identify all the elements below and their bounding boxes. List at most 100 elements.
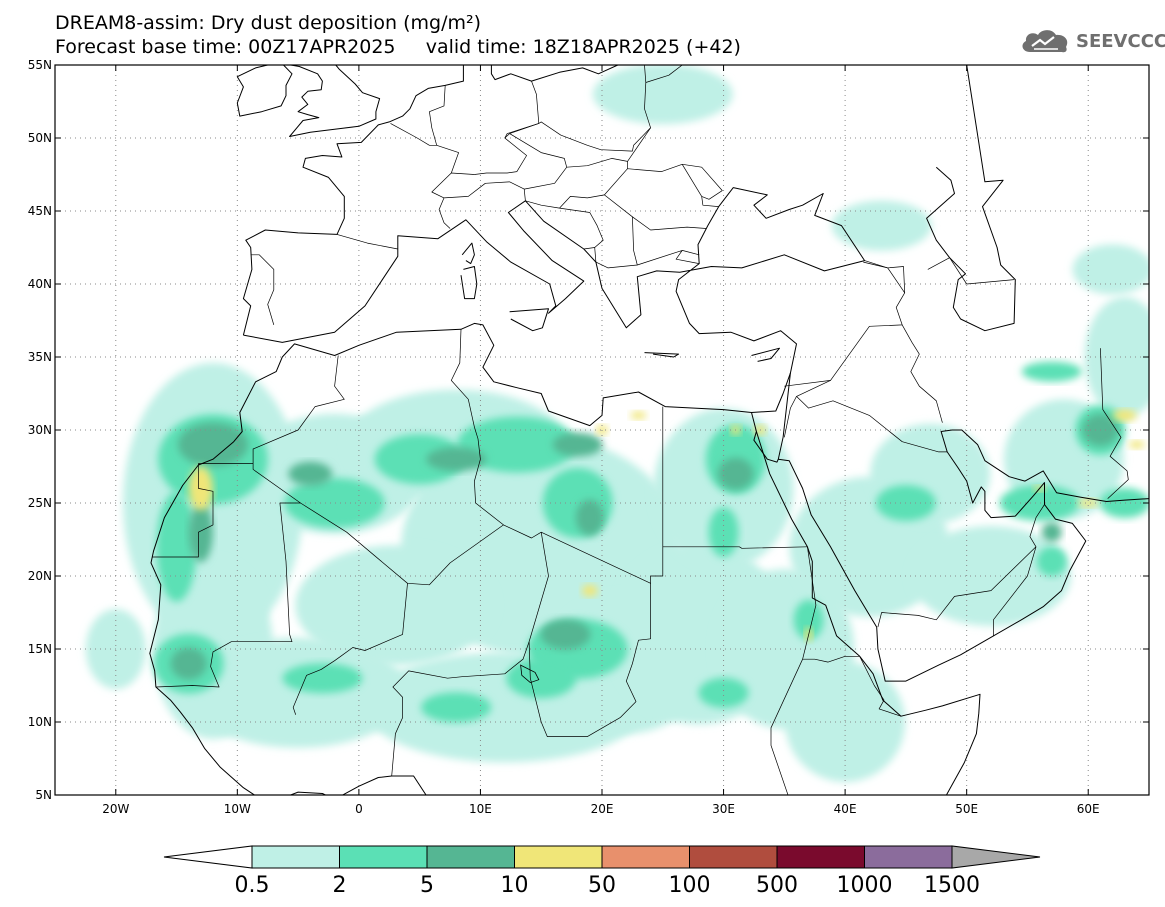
lon-tick-label: 20W: [102, 802, 129, 816]
colorbar-label: 10: [501, 873, 529, 898]
latitude-ticks: 55N 50N 45N 40N 35N 30N 25N 20N 15N 10N 5N: [28, 58, 1149, 802]
border-line: [503, 406, 664, 584]
lat-tick-label: 5N: [35, 788, 52, 802]
dust-blob-peak: [1078, 499, 1099, 507]
dust-blob-low: [1072, 244, 1149, 295]
dust-level-5: [170, 414, 1119, 680]
dust-blob-high: [552, 432, 603, 457]
dust-blob-mid: [793, 599, 824, 640]
logo-text: SEEVCCC: [1076, 30, 1165, 52]
colorbar-over-triangle: [951, 845, 1041, 869]
border-line: [250, 254, 275, 325]
dust-blob-mid: [284, 478, 385, 528]
dust-blob-low: [188, 637, 409, 748]
border-line: [770, 546, 817, 795]
lon-tick-label: 50E: [955, 802, 978, 816]
dust-blob-mid: [1099, 488, 1149, 518]
coastline: [236, 65, 293, 117]
lake-outline: [520, 664, 540, 684]
colorbar-label: 5: [420, 873, 434, 898]
border-line: [993, 546, 1037, 636]
border-line: [336, 234, 398, 250]
dust-blob-mid: [282, 663, 363, 694]
border-line: [300, 329, 504, 586]
border-line: [783, 380, 831, 438]
border-line: [682, 250, 700, 256]
dust-blob-peak: [630, 411, 647, 420]
dust-blob-high: [717, 457, 754, 490]
dust-blob-mid: [1021, 361, 1082, 382]
coastline: [755, 431, 981, 795]
lat-tick-label: 15N: [28, 642, 52, 656]
border-line: [523, 158, 628, 201]
lat-tick-label: 35N: [28, 350, 52, 364]
dust-blob-mid: [698, 677, 749, 708]
lon-tick-label: 30E: [712, 802, 735, 816]
lat-tick-label: 55N: [28, 58, 52, 72]
dust-blob-mid: [542, 468, 613, 538]
coastline: [242, 65, 464, 336]
border-line: [509, 65, 651, 168]
lat-tick-label: 10N: [28, 715, 52, 729]
dust-blob-low: [295, 545, 496, 666]
border-line: [864, 260, 905, 293]
coastline: [149, 187, 866, 795]
coastline: [751, 347, 780, 362]
colorbar-label: 100: [669, 873, 711, 898]
colorbar-label: 50: [588, 873, 616, 898]
dust-blob-mid: [506, 658, 577, 699]
colorbar-bin: [864, 845, 953, 869]
dust-blob-low: [592, 65, 733, 125]
dust-blob-mid: [421, 692, 492, 723]
border-line: [528, 641, 621, 737]
dust-blob-high: [1041, 522, 1062, 543]
colorbar-label: 0.5: [235, 873, 270, 898]
coastline: [644, 352, 680, 358]
seevccc-logo: SEEVCCC: [1018, 24, 1165, 58]
border-line: [595, 250, 700, 269]
dust-blob-high: [575, 499, 604, 536]
lat-tick-label: 25N: [28, 496, 52, 510]
colorbar-bin: [776, 845, 865, 869]
lat-tick-label: 30N: [28, 423, 52, 437]
border-line: [662, 546, 808, 549]
border-line: [429, 85, 446, 146]
dust-blob-high: [170, 647, 207, 680]
coastline: [460, 266, 478, 300]
dust-blob-peak: [188, 466, 213, 511]
dust-blob-high: [426, 447, 487, 472]
country-borders: [152, 65, 1129, 795]
border-line: [682, 163, 723, 200]
border-line: [877, 504, 1045, 628]
lon-tick-label: 20E: [591, 802, 614, 816]
colorbar-label: 1000: [837, 873, 893, 898]
coastline: [461, 242, 475, 265]
border-line: [525, 200, 604, 248]
lat-tick-label: 50N: [28, 131, 52, 145]
lon-tick-label: 10E: [469, 802, 492, 816]
longitude-ticks: 20W 10W 0 10E 20E 30E 40E 50E 60E: [102, 65, 1100, 816]
colorbar-bin: [514, 845, 603, 869]
lat-tick-label: 40N: [28, 277, 52, 291]
border-line: [927, 257, 1015, 285]
border-line: [604, 163, 719, 266]
map-title: DREAM8-assim: Dry dust deposition (mg/m²…: [55, 12, 482, 34]
lon-tick-label: 60E: [1077, 802, 1100, 816]
colorbar-bin: [251, 845, 340, 869]
map-grid: [55, 65, 1149, 795]
border-line: [802, 655, 902, 717]
colorbar-label: 2: [333, 873, 347, 898]
dust-blob-mid: [374, 434, 465, 485]
border-line: [796, 396, 948, 453]
border-line: [1100, 348, 1129, 499]
cloud-icon: [1022, 30, 1068, 53]
coastline: [509, 308, 549, 332]
dust-blob-high: [178, 422, 249, 467]
dust-blob-mid: [156, 491, 197, 602]
lat-tick-label: 20N: [28, 569, 52, 583]
coastline: [926, 65, 1016, 332]
dust-blob-high: [288, 461, 333, 486]
dust-blob-peak: [581, 584, 598, 597]
border-line: [252, 355, 345, 464]
lon-tick-label: 40E: [834, 802, 857, 816]
